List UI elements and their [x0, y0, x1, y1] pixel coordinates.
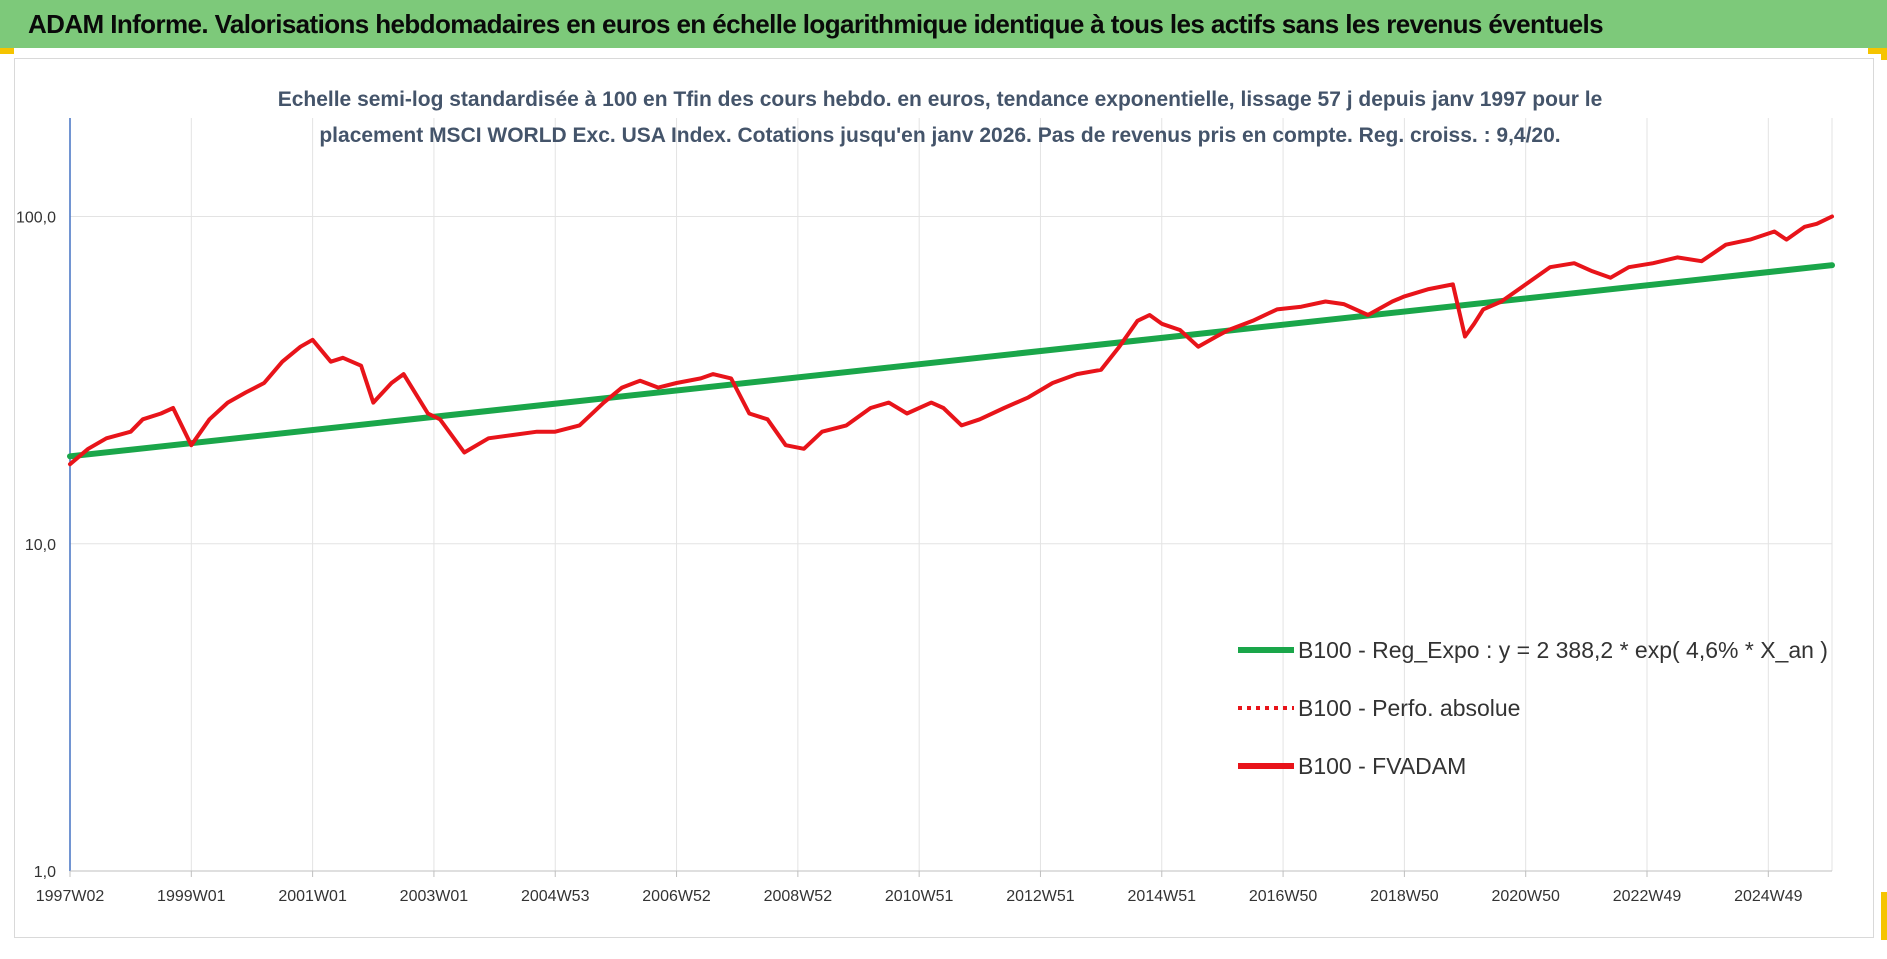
legend-entry-perfo: B100 - Perfo. absolue — [1238, 695, 1520, 721]
x-tick-label: 2004W53 — [521, 888, 590, 905]
legend-label: B100 - Perfo. absolue — [1298, 695, 1520, 721]
chart-title: Echelle semi-log standardisée à 100 en T… — [278, 88, 1603, 147]
corner-accent-top-right — [1868, 48, 1887, 54]
series-layer — [67, 214, 1835, 467]
legend-label: B100 - FVADAM — [1298, 753, 1466, 779]
x-tick-label: 2001W01 — [278, 888, 347, 905]
x-tick-label: 2008W52 — [764, 888, 833, 905]
x-tick-label: 2006W52 — [642, 888, 711, 905]
chart-frame — [14, 58, 1874, 938]
legend-entry-trend: B100 - Reg_Expo : y = 2 388,2 * exp( 4,6… — [1238, 637, 1828, 663]
legend-label: B100 - Reg_Expo : y = 2 388,2 * exp( 4,6… — [1298, 637, 1828, 663]
corner-accent-right-edge — [1881, 48, 1887, 60]
y-tick-label: 1,0 — [34, 864, 56, 881]
x-tick-label: 2014W51 — [1128, 888, 1197, 905]
page-title: ADAM Informe. Valorisations hebdomadaire… — [28, 9, 1604, 39]
x-tick-label: 2018W50 — [1370, 888, 1439, 905]
axis-layer: 1997W02 1999W01 2001W01 2003W01 2004W53 2006W… — [16, 118, 1832, 905]
chart-title-line-1: Echelle semi-log standardisée à 100 en T… — [278, 88, 1603, 111]
legend-entry-fvadam: B100 - FVADAM — [1238, 753, 1466, 779]
y-tick-label: 10,0 — [25, 537, 56, 554]
series-line-fvadam — [68, 214, 1834, 467]
chart-title-line-2: placement MSCI WORLD Exc. USA Index. Cot… — [319, 124, 1560, 147]
x-tick-label: 1997W02 — [36, 888, 105, 905]
legend: B100 - Reg_Expo : y = 2 388,2 * exp( 4,6… — [1238, 637, 1828, 779]
grid-layer — [69, 118, 1833, 872]
x-tick-label: 2016W50 — [1249, 888, 1318, 905]
series-line-trend — [67, 262, 1835, 460]
x-tick-label: 2024W49 — [1734, 888, 1803, 905]
x-tick-label: 1999W01 — [157, 888, 226, 905]
y-tick-label: 100,0 — [16, 210, 56, 227]
corner-accent-bottom-right — [1881, 892, 1887, 940]
header-banner: ADAM Informe. Valorisations hebdomadaire… — [0, 0, 1887, 48]
corner-accent-top-left — [0, 48, 14, 54]
x-tick-label: 2003W01 — [400, 888, 469, 905]
x-tick-label: 2010W51 — [885, 888, 954, 905]
x-tick-label: 2022W49 — [1613, 888, 1682, 905]
x-tick-label: 2020W50 — [1491, 888, 1560, 905]
x-tick-label: 2012W51 — [1006, 888, 1075, 905]
